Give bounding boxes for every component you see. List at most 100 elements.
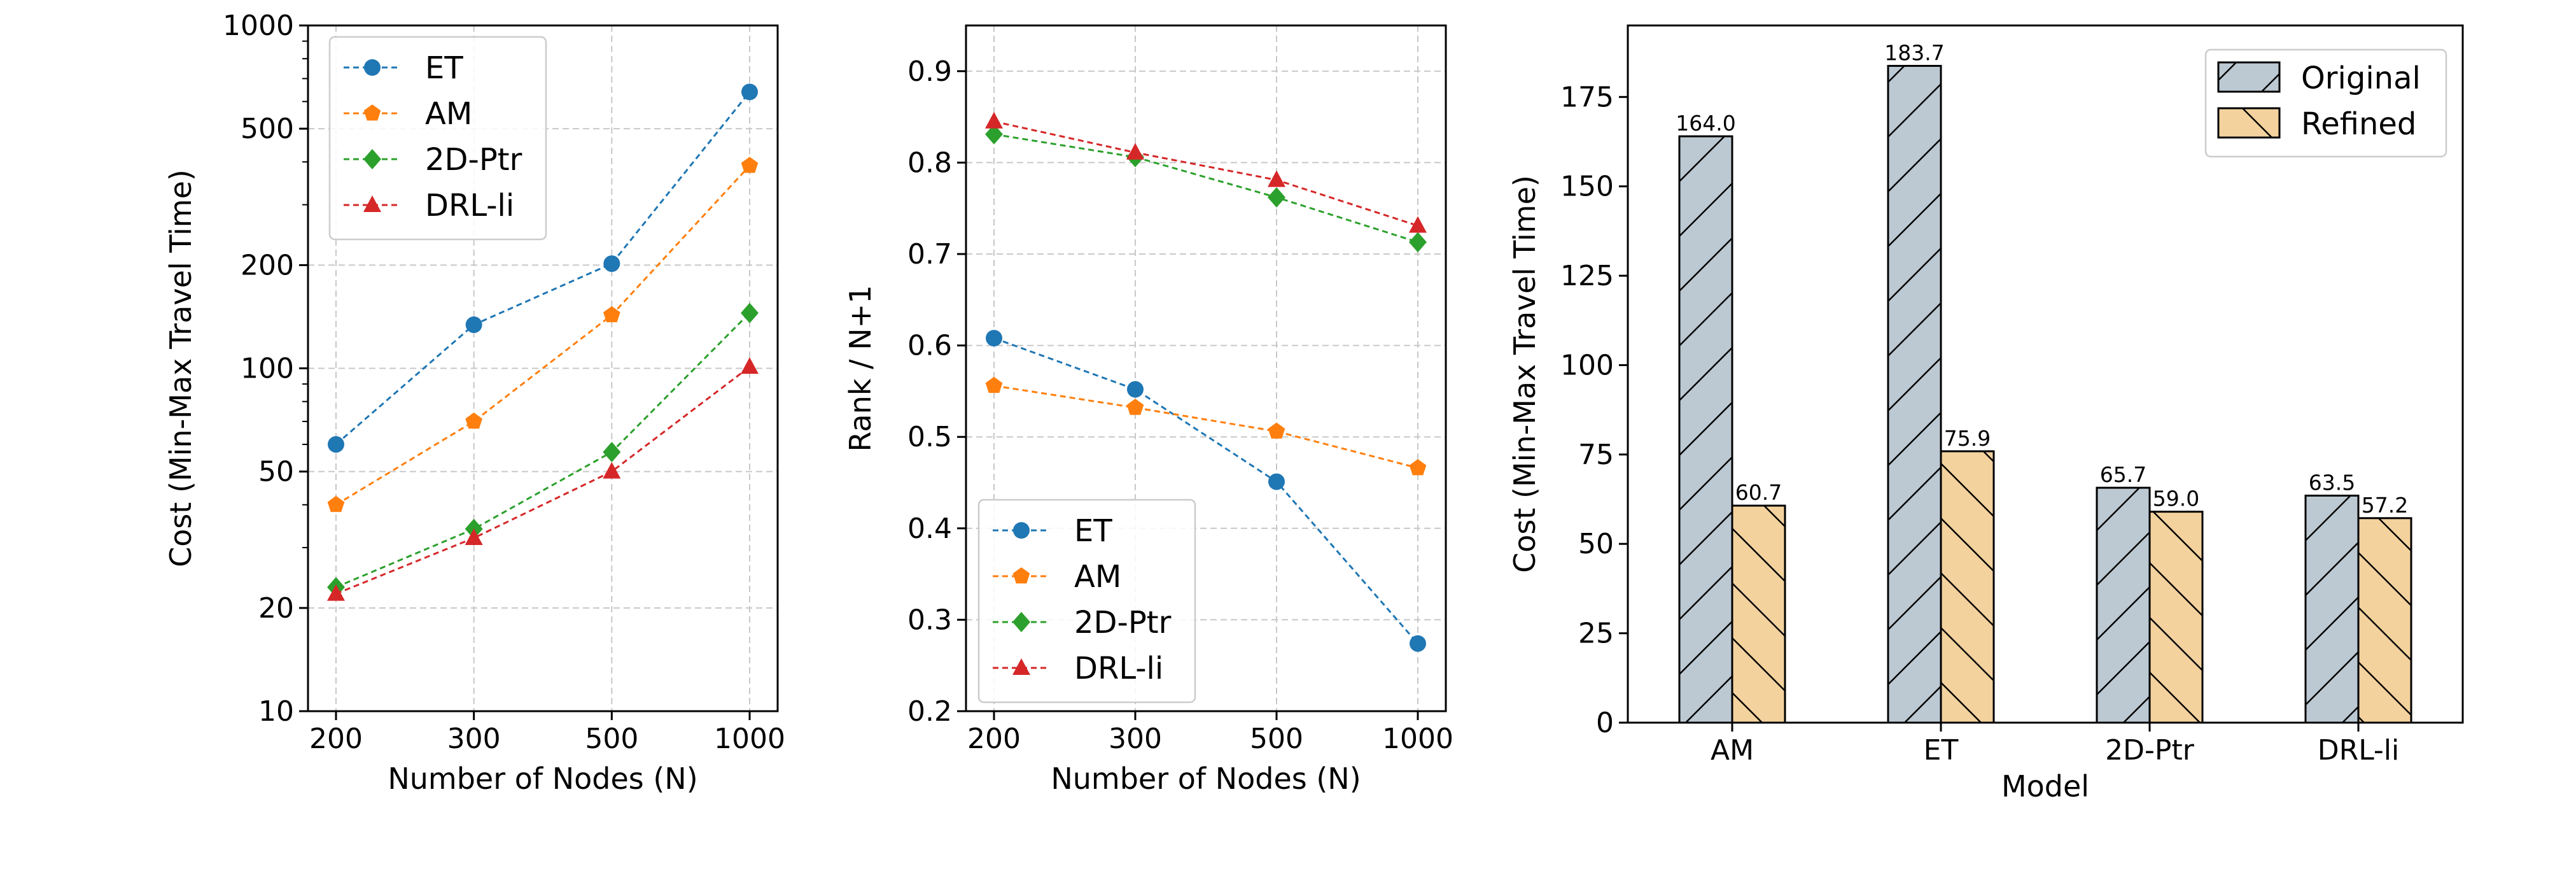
bar-hatch-refined: [1732, 506, 1785, 723]
series-line-et: [993, 337, 1419, 644]
y-tick-label: 50: [1578, 528, 1614, 560]
y-tick-label: 0.5: [907, 421, 952, 453]
data-point-et: [986, 330, 1002, 347]
data-point-2d-ptr: [985, 124, 1003, 145]
rank-vs-nodes-chart: 200 300 500 1000 0.2 0.3 0.4 0.5 0.6 0.7 0.8 0.9 Num…: [843, 24, 1453, 796]
legend-label-et: ET: [1074, 513, 1112, 549]
y-tick-label: 0.4: [907, 513, 952, 545]
legend-marker-2d-ptr: [1012, 612, 1030, 632]
data-point-am: [1268, 422, 1285, 439]
y-tick-label: 0.8: [907, 146, 952, 179]
series-line-am: [993, 385, 1418, 469]
series-line-am: [335, 165, 751, 506]
bar-hatch-refined: [2358, 518, 2411, 723]
bar-value-label: 65.7: [2100, 462, 2146, 487]
data-point-2d-ptr: [1268, 187, 1285, 208]
plot-frame: [965, 24, 1447, 712]
legend-label-2d-ptr: 2D-Ptr: [425, 142, 522, 178]
x-axis-label: Model: [2001, 769, 2089, 804]
legend: ET AM 2D-Ptr DRL-li: [328, 36, 547, 241]
x-tick-label: AM: [1711, 734, 1754, 767]
legend-swatch-hatch-refined: [2218, 108, 2279, 138]
y-tick-label: 0.3: [907, 604, 952, 636]
legend-marker-drl-li: [1012, 658, 1030, 675]
bar-hatch-original: [2097, 488, 2150, 723]
data-point-et: [1127, 381, 1144, 398]
x-tick-label: 200: [309, 723, 363, 755]
y-tick-label: 100: [1560, 349, 1614, 381]
x-axis-label: Number of Nodes (N): [388, 761, 697, 796]
y-tick-label: 0.7: [907, 238, 952, 271]
data-point-et: [1268, 473, 1285, 490]
legend-label-am: AM: [425, 96, 472, 132]
series-line-2d-ptr: [993, 133, 1418, 243]
y-tick-label: 100: [241, 353, 294, 385]
x-tick-label: 500: [585, 723, 638, 755]
data-point-drl-li: [1409, 216, 1427, 233]
data-point-am: [1126, 399, 1144, 415]
legend-frame: [328, 36, 547, 241]
bar-value-label: 183.7: [1884, 40, 1944, 65]
bar-value-label: 164.0: [1676, 111, 1735, 136]
x-tick-label: 1000: [714, 723, 785, 755]
data-point-drl-li: [465, 528, 483, 545]
legend-frame: [977, 499, 1196, 704]
bar-hatch-original: [1679, 136, 1732, 723]
y-tick-label: 0.9: [907, 55, 952, 88]
legend-label-original: Original: [2301, 60, 2421, 96]
bar-hatch-original: [2306, 495, 2358, 723]
legend-marker-2d-ptr: [363, 149, 381, 169]
y-axis-label: Cost (Min-Max Travel Time): [164, 169, 198, 567]
y-tick-label: 0.2: [907, 695, 952, 728]
bar-hatch-original: [1888, 66, 1941, 723]
legend-marker-drl-li: [363, 195, 381, 212]
data-point-et: [465, 316, 482, 334]
data-point-drl-li: [741, 357, 759, 374]
legend: ET AM 2D-Ptr DRL-li: [977, 499, 1196, 704]
y-tick-label: 0: [1596, 707, 1614, 739]
bar-value-label: 60.7: [1735, 480, 1782, 505]
legend: Original Refined: [2204, 48, 2447, 158]
y-tick-label: 500: [241, 113, 294, 145]
data-point-drl-li: [603, 462, 621, 479]
legend-label-2d-ptr: 2D-Ptr: [1074, 605, 1172, 641]
legend-swatch-hatch-original: [2218, 62, 2279, 92]
y-tick-label: 50: [258, 456, 294, 488]
y-axis-label: Cost (Min-Max Travel Time): [1508, 175, 1542, 573]
y-tick-label: 75: [1578, 439, 1614, 471]
y-tick-label: 1000: [223, 10, 294, 42]
legend-label-refined: Refined: [2301, 106, 2416, 142]
series-line-drl-li: [335, 365, 750, 595]
x-tick-label: 300: [1109, 723, 1162, 755]
data-point-2d-ptr: [741, 302, 759, 323]
data-point-am: [465, 412, 482, 429]
y-tick-label: 25: [1578, 618, 1614, 650]
legend-label-et: ET: [425, 50, 463, 86]
legend-marker-et: [1013, 522, 1030, 539]
bar-value-label: 57.2: [2362, 493, 2408, 518]
cost-by-model-bar-chart: 164.0 183.7 65.7 63.5 60.7 75.9 59.0 57.2 AM ET 2D…: [1508, 24, 2464, 804]
bar-value-label: 75.9: [1944, 426, 1991, 451]
x-tick-label: DRL-li: [2318, 734, 2400, 767]
legend-label-am: AM: [1074, 559, 1121, 595]
series-line-et: [335, 91, 751, 446]
data-point-am: [603, 306, 620, 323]
x-tick-label: 500: [1250, 723, 1303, 755]
legend-label-drl-li: DRL-li: [1074, 651, 1163, 686]
x-tick-label: 300: [447, 723, 501, 755]
data-point-et: [603, 255, 620, 273]
data-point-am: [1409, 459, 1427, 476]
x-axis-label: Number of Nodes (N): [1051, 761, 1361, 796]
data-point-drl-li: [1268, 170, 1285, 187]
data-point-et: [1410, 635, 1426, 652]
data-point-am: [741, 157, 759, 173]
series-line-drl-li: [993, 120, 1418, 227]
y-tick-label: 200: [241, 249, 294, 281]
data-point-am: [985, 376, 1003, 393]
plot-frame: [1627, 24, 2464, 724]
bar-hatch-refined: [2150, 511, 2202, 723]
y-tick-label: 125: [1560, 260, 1614, 292]
bar-value-label: 59.0: [2153, 486, 2199, 511]
y-tick-label: 20: [258, 592, 294, 625]
